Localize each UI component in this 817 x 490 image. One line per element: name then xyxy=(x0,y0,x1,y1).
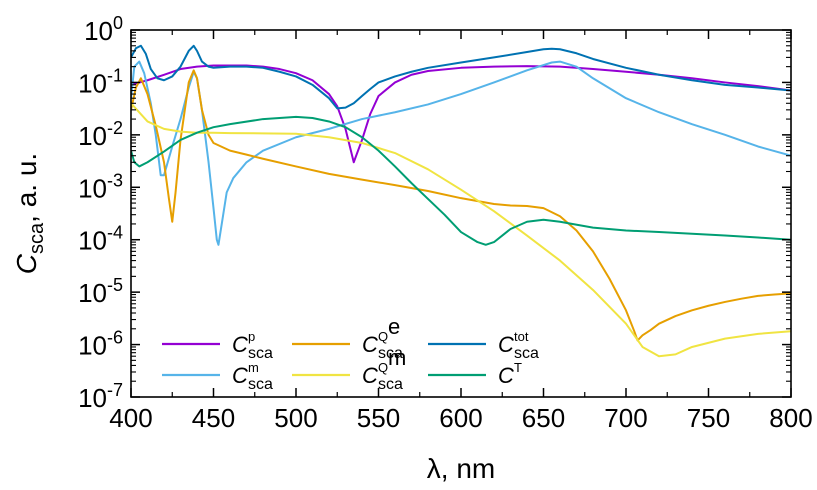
x-tick-label: 800 xyxy=(769,403,812,433)
legend-sub-tot: sca xyxy=(514,345,539,362)
x-tick-label: 600 xyxy=(439,403,482,433)
x-tick-label: 500 xyxy=(274,403,317,433)
legend-sup-p: p xyxy=(248,329,255,344)
x-tick-label: 650 xyxy=(522,403,565,433)
y-tick-label: 10-3 xyxy=(78,170,123,203)
y-tick-label: 10-6 xyxy=(78,328,123,361)
y-axis-label-sub: sca xyxy=(26,222,48,254)
legend-label-T: C xyxy=(498,363,514,388)
y-tick-label: 10-1 xyxy=(78,65,123,98)
legend-label-m: C xyxy=(232,363,248,388)
legend-sup-Qm: Q xyxy=(378,360,388,375)
y-tick-label: 10-5 xyxy=(78,275,123,308)
series-line-Qe xyxy=(131,69,791,342)
x-axis-label: λ, nm xyxy=(427,453,495,484)
legend-sup-m: m xyxy=(248,360,259,375)
legend-sup-tot: tot xyxy=(514,329,529,344)
y-tick-label: 100 xyxy=(84,13,123,46)
legend-sup-T: T xyxy=(514,360,522,375)
legend-label-Qm: C xyxy=(362,363,378,388)
legend-sub-Qe: sca xyxy=(378,345,403,362)
legend-sup-Qe: Q xyxy=(378,329,388,344)
plot-frame xyxy=(130,29,792,398)
series-layer xyxy=(131,44,791,358)
x-tick-label: 450 xyxy=(192,403,235,433)
y-axis-label-main: C xyxy=(11,253,42,274)
series-line-T xyxy=(131,115,791,246)
ticks-layer: 400 450 500 550 600 650 700 750 800 100 10-1 10-2 10… xyxy=(78,13,813,433)
series-line-m xyxy=(131,60,791,246)
legend-label-tot: C xyxy=(498,332,514,357)
legend-sub-Qm: sca xyxy=(378,376,403,393)
legend-sub-m: sca xyxy=(248,376,273,393)
axis-labels: λ, nm Csca, a. u. xyxy=(11,153,495,484)
series-line-tot xyxy=(131,44,791,110)
x-tick-label: 400 xyxy=(109,403,152,433)
legend-label-Qe: C xyxy=(362,332,378,357)
y-tick-label: 10-7 xyxy=(78,380,123,413)
legend-supsup-Qe: e xyxy=(388,314,400,339)
x-tick-label: 750 xyxy=(687,403,730,433)
series-line-Qm xyxy=(131,102,791,358)
legend-supsup-Qm: m xyxy=(388,345,406,370)
x-tick-label: 550 xyxy=(357,403,400,433)
legend-label-p: C xyxy=(232,332,248,357)
series-line-p xyxy=(131,64,791,164)
x-tick-label: 700 xyxy=(604,403,647,433)
y-tick-label: 10-2 xyxy=(78,118,123,151)
y-axis-label: Csca, a. u. xyxy=(11,153,48,274)
y-axis-label-rest: , a. u. xyxy=(11,153,42,223)
y-tick-label: 10-4 xyxy=(78,223,123,256)
legend-sub-p: sca xyxy=(248,345,273,362)
